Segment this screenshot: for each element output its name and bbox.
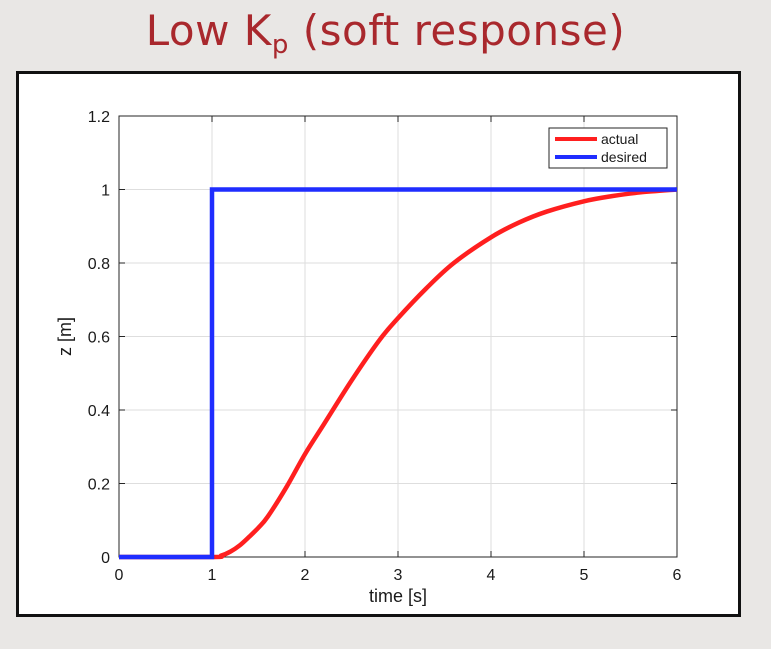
y-tick-label: 1 xyxy=(101,183,110,200)
grid xyxy=(118,115,678,558)
series-line-desired xyxy=(119,187,677,560)
slide-title: Low Kp (soft response) xyxy=(0,2,771,60)
legend-box xyxy=(548,127,668,169)
slide-title-subscript: p xyxy=(271,29,289,60)
x-tick-label: 2 xyxy=(301,567,310,584)
legend-label-actual: actual xyxy=(601,131,638,147)
series-lines xyxy=(118,187,678,560)
slide-title-suffix: (soft response) xyxy=(288,6,626,55)
y-tick-label: 0 xyxy=(101,550,110,567)
y-tick-label: 0.8 xyxy=(88,256,110,273)
figure-frame: 0 1 2 3 4 5 6 0 0.2 0.4 0.6 0.8 1 1.2 time [s] z [m] … xyxy=(16,71,741,617)
x-tick-label: 4 xyxy=(487,567,496,584)
x-tick-label: 0 xyxy=(115,567,124,584)
y-tick-label: 0.6 xyxy=(88,330,110,347)
slide-title-main: Low K xyxy=(145,6,272,55)
legend-label-desired: desired xyxy=(601,149,647,165)
y-tick-label: 1.2 xyxy=(88,109,110,126)
line-chart: 0 1 2 3 4 5 600.20.40.60.811.2 time [s] z [m] … xyxy=(55,109,682,606)
legend: actual desired xyxy=(548,127,668,169)
x-tick-label: 6 xyxy=(673,567,682,584)
x-tick-label: 5 xyxy=(580,567,589,584)
x-axis-label: time [s] xyxy=(369,586,427,606)
series-line-actual xyxy=(118,187,678,560)
axis-ticks: 0 1 2 3 4 5 6 0 0.2 0.4 0.6 0.8 1 1.2 xyxy=(88,109,682,584)
y-tick-label: 0.2 xyxy=(88,477,110,494)
x-tick-label: 3 xyxy=(394,567,403,584)
x-tick-label: 1 xyxy=(208,567,217,584)
y-tick-label: 0.4 xyxy=(88,403,110,420)
y-axis-label: z [m] xyxy=(55,317,75,356)
